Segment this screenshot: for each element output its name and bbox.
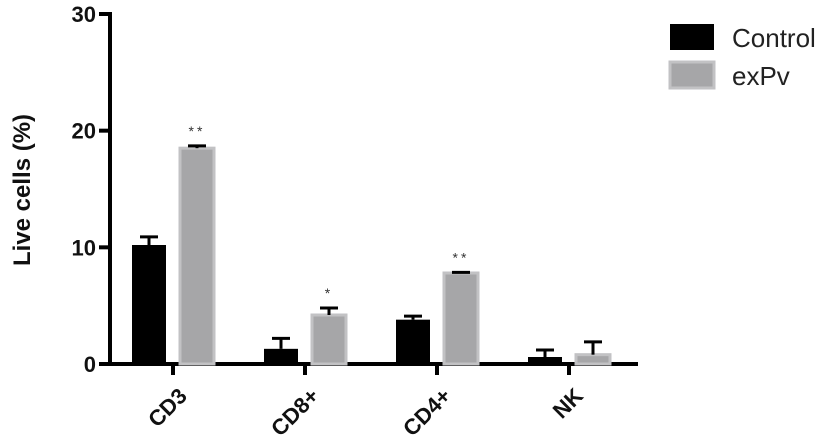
y-tick-label: 0 [84,352,96,377]
y-tick-label: 10 [72,235,96,260]
significance-label: ** [453,249,470,265]
significance-label: * [325,285,333,301]
bar-control-cd8plus [264,348,298,364]
bar-control-cd3 [132,245,166,364]
y-axis-title: Live cells (%) [9,114,36,266]
legend-swatch-expv [668,60,716,90]
legend-label-expv: exPv [732,61,790,91]
bar-expv-cd8plus [310,313,348,366]
y-tick-label: 30 [72,2,96,27]
significance-label: ** [189,123,206,139]
bar-expv-nk [574,353,612,366]
x-category-label: CD4+ [398,383,456,441]
x-category-label: CD8+ [266,383,324,441]
bar-expv-cd3 [178,146,216,366]
x-category-label: NK [548,383,588,423]
y-tick-label: 20 [72,119,96,144]
bar-control-cd4plus [396,319,430,364]
legend-label-control: Control [732,23,816,53]
legend-swatch-control [670,24,714,50]
x-category-label: CD3 [143,383,192,432]
bar-control-nk [528,357,562,364]
bar-expv-cd4plus [442,271,480,366]
